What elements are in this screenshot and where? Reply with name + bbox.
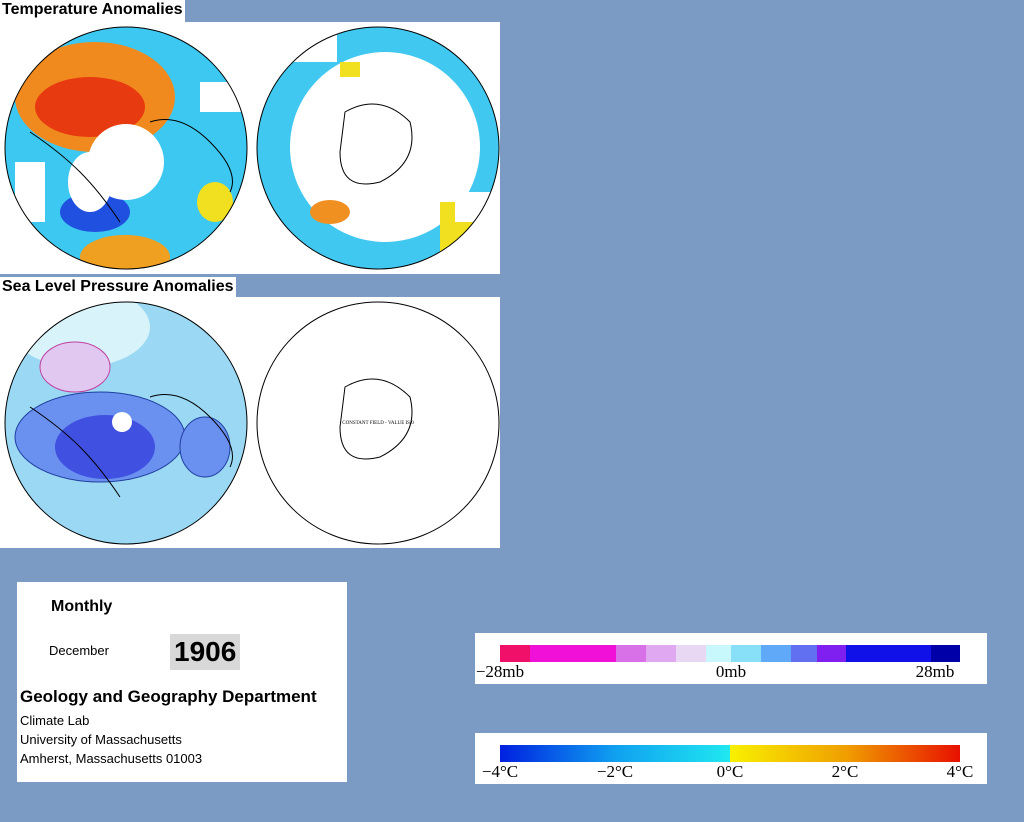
legend-label: 28mb — [916, 662, 955, 681]
period: Monthly — [51, 598, 113, 615]
sh-temperature-map — [257, 27, 499, 269]
map-note: CONSTANT FIELD - VALUE IS 0 — [342, 421, 414, 426]
nh-temperature-map — [5, 27, 247, 269]
address-line: Amherst, Massachusetts 01003 — [20, 751, 203, 766]
year: 1906 — [170, 634, 241, 670]
address-line: University of Massachusetts — [20, 732, 182, 747]
legend-label: −28mb — [476, 662, 524, 681]
legend-label: 2°C — [832, 762, 859, 781]
legend-label: 0°C — [717, 762, 744, 781]
nh-pressure-map — [5, 302, 247, 544]
legend-label: 0mb — [716, 662, 746, 681]
pressure-legend: −28mb 0mb 28mb — [475, 633, 987, 684]
legend-label: 4°C — [947, 762, 974, 781]
temperature-maps — [0, 22, 500, 274]
section-title: Sea Level Pressure Anomalies — [0, 277, 236, 299]
legend-label: −4°C — [482, 762, 518, 781]
temperature-colorbar — [500, 745, 960, 762]
section-title: Temperature Anomalies — [0, 0, 185, 22]
pressure-colorbar — [500, 645, 960, 662]
legend-label: −2°C — [597, 762, 633, 781]
pressure-maps: CONSTANT FIELD - VALUE IS 0 — [0, 297, 500, 548]
address: Climate Lab University of Massachusetts … — [20, 711, 202, 768]
month: December — [49, 643, 109, 658]
temperature-legend: −4°C −2°C 0°C 2°C 4°C — [475, 733, 987, 784]
address-line: Climate Lab — [20, 713, 90, 728]
info-box: Monthly December 1906 Geology and Geogra… — [17, 582, 347, 782]
department: Geology and Geography Department — [20, 687, 317, 706]
